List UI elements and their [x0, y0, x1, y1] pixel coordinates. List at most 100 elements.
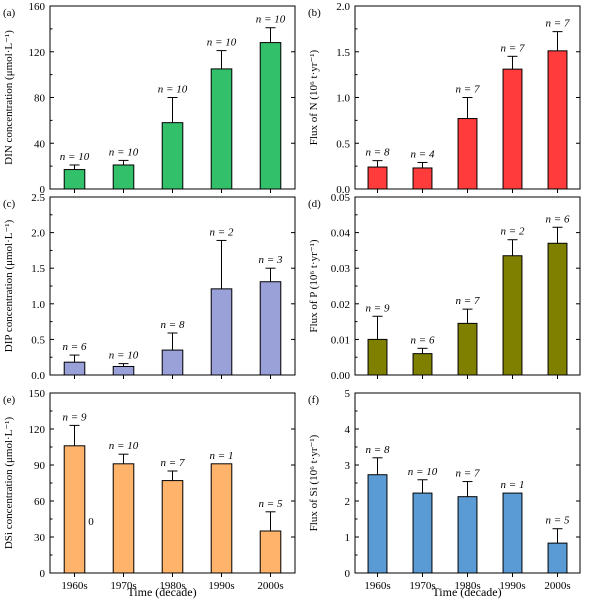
sample-size-label: n = 9	[366, 302, 390, 314]
bar	[412, 353, 433, 376]
bar	[210, 463, 233, 574]
y-tick-label: 0.05	[331, 192, 351, 204]
y-tick-label: 80	[34, 93, 46, 105]
bar	[63, 169, 86, 190]
sample-size-label: n = 6	[63, 341, 87, 353]
x-tick-label: 1980s	[159, 580, 185, 592]
sample-size-label: n = 2	[501, 226, 525, 238]
y-tick-label: 0.01	[331, 334, 350, 346]
chart-panel-5: 0 30 60 90 120 150 DSi concentration (μmol·L⁻¹…	[3, 388, 296, 592]
y-tick-label: 0.5	[336, 138, 350, 150]
chart-panel-2: 0.0 0.5 1.0 1.5 2.0 Flux of N (10⁶ t·yr⁻¹) (b)…	[308, 1, 581, 196]
bar	[161, 349, 184, 376]
sample-size-label: n = 7	[456, 84, 480, 96]
bar	[412, 492, 433, 574]
sample-size-label: n = 9	[63, 411, 87, 423]
y-axis-label: DSi concentration (μmol·L⁻¹)	[3, 417, 15, 550]
bar	[367, 474, 388, 574]
chart-panel-6: 0 1 2 3 4 5 Flux of Si (10⁶ t·yr⁻¹) (f) n = 8 196…	[308, 388, 581, 592]
bar	[259, 530, 282, 574]
sample-size-label: n = 8	[161, 319, 185, 331]
bar	[259, 281, 282, 376]
y-tick-label: 0	[345, 568, 351, 580]
y-axis-label: Flux of N (10⁶ t·yr⁻¹)	[308, 49, 320, 145]
y-tick-label: 160	[29, 1, 46, 13]
x-tick-label: 1970s	[110, 580, 136, 592]
sample-size-label: n = 4	[411, 148, 435, 160]
y-tick-label: 1.0	[336, 93, 350, 105]
panel-label: (a)	[3, 7, 16, 19]
chart-panel-4: 0.00 0.01 0.02 0.03 0.04 0.05 Flux of P (10⁶ t…	[308, 192, 581, 382]
sample-size-label: n = 10	[207, 37, 237, 49]
y-tick-label: 4	[345, 424, 351, 436]
sample-size-label: n = 10	[158, 84, 188, 96]
y-tick-label: 120	[29, 47, 46, 59]
bar	[210, 68, 233, 190]
panel-label: (b)	[308, 7, 321, 19]
y-tick-label: 2	[345, 496, 351, 508]
sample-size-label: n = 7	[161, 457, 185, 469]
y-axis-label: DIN concentration (μmol·L⁻¹)	[3, 30, 15, 165]
y-axis-label: Flux of P (10⁶ t·yr⁻¹)	[308, 239, 320, 333]
sample-size-label: n = 7	[456, 468, 480, 480]
y-tick-label: 1.0	[31, 299, 45, 311]
panel-label: (e)	[3, 394, 16, 406]
y-tick-label: 0.0	[31, 370, 45, 382]
y-tick-label: 0	[40, 568, 46, 580]
x-axis-title-left: Time (decade)	[127, 585, 196, 599]
y-tick-label: 3	[345, 460, 351, 472]
sample-size-label: n = 6	[411, 334, 435, 346]
sample-size-label: n = 5	[546, 515, 570, 527]
x-tick-label: 1990s	[499, 580, 525, 592]
sample-size-label: n = 10	[408, 466, 438, 478]
y-tick-label: 2.5	[31, 192, 45, 204]
y-tick-label: 0	[40, 184, 46, 196]
y-axis-label: DIP concentration (μmol·L⁻¹)	[3, 219, 15, 352]
chart-panel-1: 0 40 80 120 160 DIN concentration (μmol·L⁻¹) (…	[3, 1, 296, 196]
y-tick-label: 5	[345, 388, 351, 400]
x-tick-label: 1990s	[208, 580, 234, 592]
x-tick-label: 2000s	[257, 580, 283, 592]
bar	[161, 480, 184, 574]
sample-size-label: n = 5	[259, 498, 283, 510]
sample-size-label: n = 8	[366, 444, 390, 456]
y-tick-label: 1.5	[31, 263, 45, 275]
sample-size-label: n = 6	[546, 213, 570, 225]
bar	[63, 445, 86, 574]
bar	[112, 365, 135, 376]
y-tick-label: 0.0	[336, 184, 350, 196]
bar	[547, 50, 568, 190]
panel-label: (c)	[3, 198, 16, 210]
y-tick-label: 150	[29, 388, 46, 400]
y-tick-label: 30	[34, 532, 46, 544]
y-tick-label: 0.03	[331, 263, 351, 275]
sample-size-label: n = 2	[210, 226, 234, 238]
sample-size-label: n = 7	[456, 295, 480, 307]
chart-panel-3: 0.0 0.5 1.0 1.5 2.0 2.5 DIP concentration (μmo…	[3, 192, 296, 382]
sample-size-label: n = 1	[210, 450, 234, 462]
x-tick-label: 1980s	[454, 580, 480, 592]
bar	[547, 242, 568, 376]
x-tick-label: 1970s	[409, 580, 435, 592]
x-tick-label: 1960s	[364, 580, 390, 592]
y-tick-label: 2.0	[31, 228, 45, 240]
annotation-label: 0	[88, 516, 94, 528]
panel-label: (d)	[308, 198, 321, 210]
x-tick-label: 2000s	[544, 580, 570, 592]
sample-size-label: n = 1	[501, 479, 525, 491]
y-tick-label: 0.5	[31, 334, 45, 346]
sample-size-label: n = 8	[366, 147, 390, 159]
y-tick-label: 0.04	[331, 228, 351, 240]
sample-size-label: n = 10	[109, 440, 139, 452]
bar	[367, 166, 388, 190]
y-tick-label: 90	[34, 460, 46, 472]
bar	[502, 68, 523, 190]
sample-size-label: n = 3	[259, 254, 283, 266]
y-tick-label: 40	[34, 138, 46, 150]
sample-size-label: n = 10	[109, 146, 139, 158]
sample-size-label: n = 7	[546, 18, 570, 30]
bar	[457, 118, 478, 190]
bar	[457, 496, 478, 574]
bar	[367, 338, 388, 376]
sample-size-label: n = 10	[256, 14, 286, 26]
